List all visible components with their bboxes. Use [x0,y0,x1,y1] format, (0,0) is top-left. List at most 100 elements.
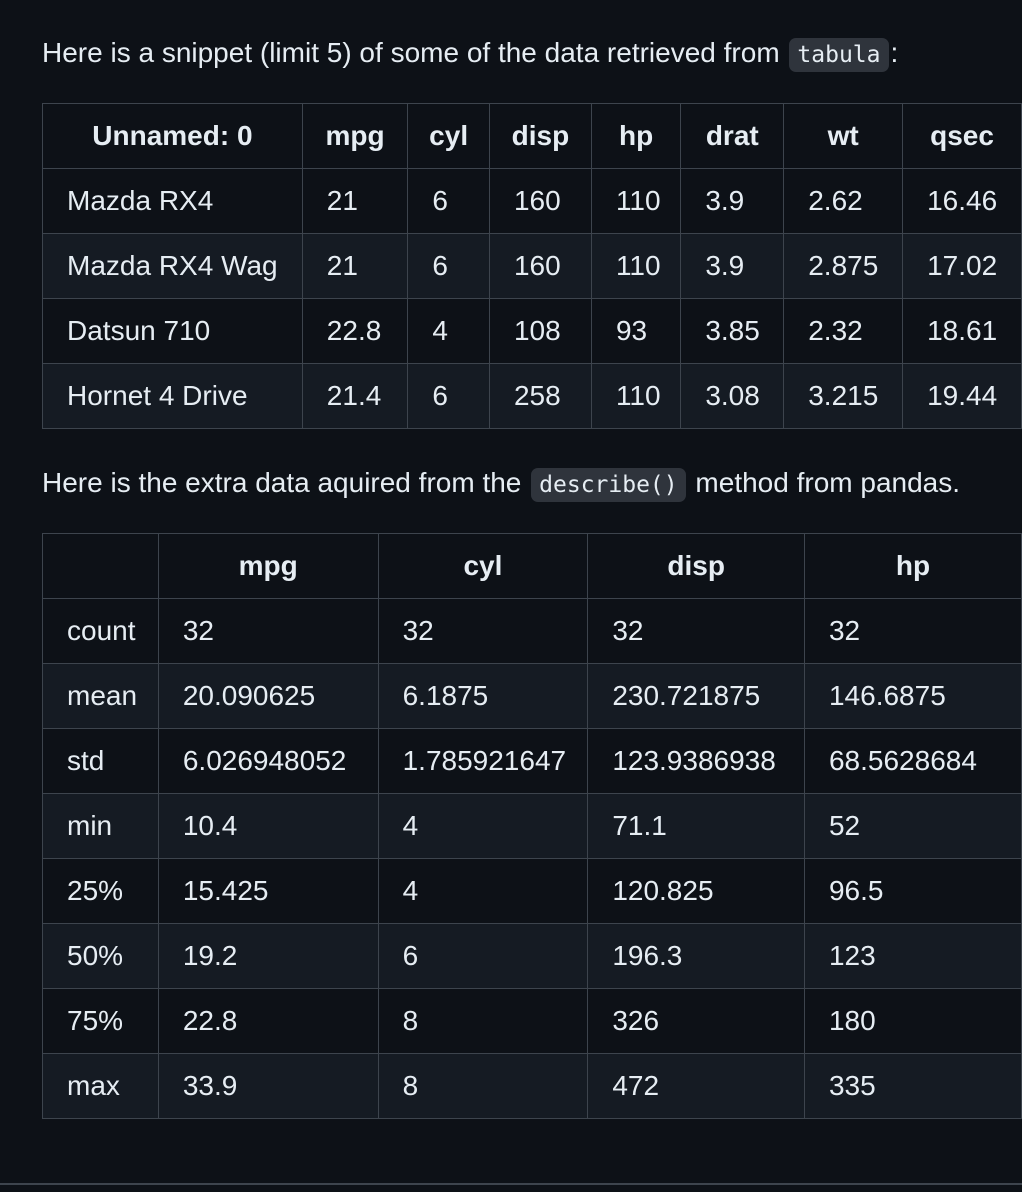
snippet-table-cell: Hornet 4 Drive [42,363,303,429]
snippet-table-row: Mazda RX4 21 6 160 110 3.9 2.62 16.46 [42,168,1022,234]
snippet-table-cell: 3.215 [783,363,904,429]
snippet-table-cell: Mazda RX4 [42,168,303,234]
describe-table-scroll[interactable]: mpg cyl disp hp count 32 32 32 32 mean 20.090625 6… [42,533,1022,1119]
snippet-table-cell: 2.875 [783,233,904,299]
snippet-table: Unnamed: 0 mpg cyl disp hp drat wt qsec Mazda R… [42,103,1022,429]
snippet-table-cell: 19.44 [902,363,1022,429]
describe-table-cell: 8 [377,1053,589,1119]
snippet-table-cell: 110 [590,233,682,299]
describe-table-row: 75% 22.8 8 326 180 [42,988,1022,1054]
snippet-table-cell: Datsun 710 [42,298,303,364]
snippet-table-cell: 2.32 [783,298,904,364]
describe-intro-text: Here is the extra data aquired from the [42,467,522,498]
describe-table-cell: 180 [803,988,1022,1054]
describe-table-cell: 19.2 [157,923,379,989]
snippet-table-cell: 160 [488,168,592,234]
snippet-table-cell: 4 [407,298,490,364]
describe-table-cell: 71.1 [587,793,805,859]
horizontal-divider [0,1183,1022,1185]
describe-table-cell: 68.5628684 [803,728,1022,794]
describe-table-cell: count [42,598,159,664]
describe-column-header: disp [587,533,805,599]
tabula-inline-code: tabula [789,38,889,72]
describe-table-cell: max [42,1053,159,1119]
snippet-table-cell: 6 [407,363,490,429]
describe-table-cell: 50% [42,923,159,989]
describe-table-cell: 123 [803,923,1022,989]
snippet-table-scroll[interactable]: Unnamed: 0 mpg cyl disp hp drat wt qsec Mazda R… [42,103,1022,429]
describe-table-cell: 196.3 [587,923,805,989]
describe-table-cell: 1.785921647 [377,728,589,794]
snippet-intro-colon: : [890,37,899,68]
describe-column-header: mpg [157,533,379,599]
describe-table-cell: 32 [157,598,379,664]
describe-table-cell: 123.9386938 [587,728,805,794]
describe-table-cell: 32 [377,598,589,664]
snippet-table-cell: 160 [488,233,592,299]
describe-intro-paragraph: Here is the extra data aquired from the … [42,463,960,505]
snippet-table-cell: 2.62 [783,168,904,234]
snippet-table-cell: 3.85 [680,298,785,364]
snippet-header-row: Unnamed: 0 mpg cyl disp hp drat wt qsec [42,103,1022,169]
describe-table-row: count 32 32 32 32 [42,598,1022,664]
describe-table-cell: 6.1875 [377,663,589,729]
describe-table-cell: 52 [803,793,1022,859]
describe-intro-tail: method from pandas. [695,467,961,498]
describe-table-row: 50% 19.2 6 196.3 123 [42,923,1022,989]
describe-header-row: mpg cyl disp hp [42,533,1022,599]
describe-table-cell: 230.721875 [587,663,805,729]
snippet-table-cell: Mazda RX4 Wag [42,233,303,299]
describe-table-cell: 472 [587,1053,805,1119]
snippet-table-cell: 3.9 [680,168,785,234]
describe-table-row: std 6.026948052 1.785921647 123.9386938 68.5… [42,728,1022,794]
describe-table-cell: 32 [803,598,1022,664]
describe-table-cell: 4 [377,858,589,924]
describe-table-row: min 10.4 4 71.1 52 [42,793,1022,859]
snippet-table-cell: 110 [590,168,682,234]
describe-table-cell: 10.4 [157,793,379,859]
describe-table-cell: 15.425 [157,858,379,924]
snippet-column-header: hp [590,103,682,169]
snippet-table-cell: 18.61 [902,298,1022,364]
snippet-table-cell: 3.08 [680,363,785,429]
snippet-table-cell: 93 [590,298,682,364]
describe-table-cell: std [42,728,159,794]
snippet-column-header: Unnamed: 0 [42,103,303,169]
describe-table-row: 25% 15.425 4 120.825 96.5 [42,858,1022,924]
describe-table-cell: min [42,793,159,859]
snippet-table-cell: 21 [301,233,409,299]
snippet-table-cell: 17.02 [902,233,1022,299]
snippet-table-cell: 6 [407,233,490,299]
snippet-table-row: Mazda RX4 Wag 21 6 160 110 3.9 2.875 17.02 [42,233,1022,299]
describe-table-cell: 25% [42,858,159,924]
snippet-table-cell: 108 [488,298,592,364]
snippet-column-header: mpg [301,103,409,169]
describe-table-cell: 20.090625 [157,663,379,729]
snippet-column-header: disp [488,103,592,169]
describe-column-header: cyl [377,533,589,599]
describe-table-cell: 326 [587,988,805,1054]
describe-table-row: mean 20.090625 6.1875 230.721875 146.6875 [42,663,1022,729]
describe-table-cell: 75% [42,988,159,1054]
describe-table-cell: 32 [587,598,805,664]
snippet-intro-paragraph: Here is a snippet (limit 5) of some of t… [42,33,898,75]
snippet-table-row: Hornet 4 Drive 21.4 6 258 110 3.08 3.215 19.44 [42,363,1022,429]
snippet-table-cell: 22.8 [301,298,409,364]
snippet-table-row: Datsun 710 22.8 4 108 93 3.85 2.32 18.61 [42,298,1022,364]
describe-table-cell: mean [42,663,159,729]
describe-table-row: max 33.9 8 472 335 [42,1053,1022,1119]
describe-table-cell: 4 [377,793,589,859]
snippet-table-cell: 3.9 [680,233,785,299]
describe-table-cell: 96.5 [803,858,1022,924]
describe-table-cell: 22.8 [157,988,379,1054]
describe-table-cell: 146.6875 [803,663,1022,729]
describe-table-cell: 8 [377,988,589,1054]
snippet-table-cell: 6 [407,168,490,234]
snippet-column-header: drat [680,103,785,169]
describe-table-cell: 6 [377,923,589,989]
snippet-table-cell: 21.4 [301,363,409,429]
describe-table-cell: 120.825 [587,858,805,924]
snippet-intro-text: Here is a snippet (limit 5) of some of t… [42,37,780,68]
describe-table-cell: 335 [803,1053,1022,1119]
describe-table-cell: 6.026948052 [157,728,379,794]
